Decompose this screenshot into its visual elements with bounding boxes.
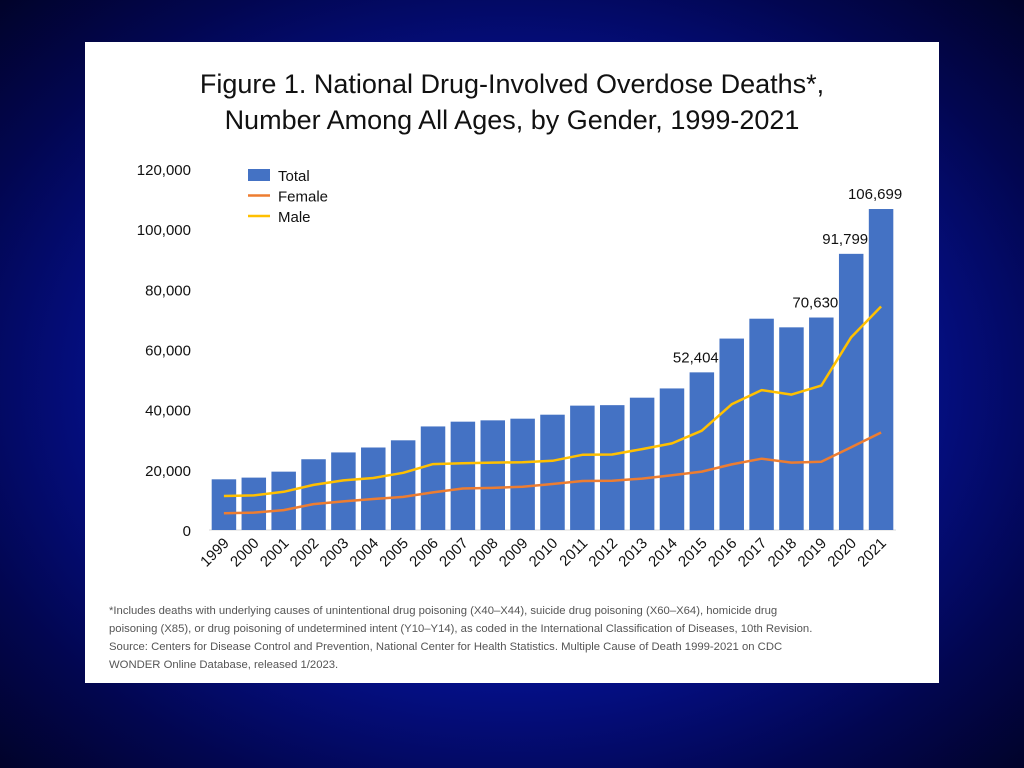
- x-tick-label: 2001: [257, 535, 293, 571]
- data-label-2020: 91,799: [822, 231, 868, 248]
- x-tick-label: 2010: [526, 535, 562, 571]
- x-tick-label: 2020: [824, 535, 860, 571]
- x-tick-label: 2013: [615, 535, 651, 571]
- x-tick-label: 2016: [705, 535, 741, 571]
- x-tick-label: 2006: [406, 535, 442, 571]
- data-label-2021: 106,699: [848, 186, 902, 203]
- footnote-line-4: WONDER Online Database, released 1/2023.: [109, 659, 339, 671]
- bar-total-2017: [749, 318, 774, 530]
- legend-label-total: Total: [278, 168, 310, 185]
- bar-total-2003: [331, 452, 356, 530]
- bar-total-2013: [629, 397, 655, 530]
- x-tick-label: 2000: [227, 535, 263, 571]
- series-line-male: [223, 305, 882, 498]
- x-tick-label: 2011: [556, 535, 591, 570]
- legend-swatch-total: [248, 169, 270, 181]
- bar-total-2018: [779, 327, 804, 530]
- chart-title-line-2: Number Among All Ages, by Gender, 1999-2…: [224, 105, 800, 135]
- x-tick-label: 2014: [645, 535, 681, 571]
- x-tick-label: 2005: [376, 535, 412, 571]
- y-tick-label: 100,000: [137, 222, 191, 239]
- x-tick-label: 2008: [466, 535, 502, 571]
- data-label-2019: 70,630: [792, 295, 838, 312]
- bar-total-2005: [390, 440, 416, 530]
- bar-total-2004: [361, 447, 386, 530]
- bar-total-2008: [480, 420, 506, 530]
- bar-total-2014: [659, 388, 685, 530]
- overdose-deaths-chart: 0 20,000 40,000 60,000 80,000 100,000 120,000 1…: [137, 162, 902, 571]
- legend-label-male: Male: [278, 209, 311, 226]
- bar-total-2001: [271, 471, 296, 530]
- x-tick-label: 2015: [675, 535, 711, 571]
- y-tick-label: 20,000: [145, 463, 191, 480]
- figure-card: Figure 1. National Drug-Involved Overdos…: [85, 42, 939, 683]
- y-tick-label: 120,000: [137, 162, 191, 179]
- bar-total-2020: [838, 253, 864, 530]
- bar-total-2012: [599, 405, 625, 530]
- chart-title-line-1: Figure 1. National Drug-Involved Overdos…: [199, 69, 825, 99]
- x-tick-label: 2007: [436, 535, 472, 571]
- bar-total-2002: [301, 459, 326, 530]
- bar-total-2021: [868, 209, 894, 530]
- series-line-female: [223, 431, 882, 515]
- y-tick-label: 40,000: [145, 403, 191, 420]
- footnote-line-2: poisoning (X85), or drug poisoning of un…: [109, 623, 813, 635]
- bar-total-2016: [719, 338, 744, 530]
- bar-total-2015: [689, 372, 715, 530]
- bar-total-2006: [420, 426, 446, 530]
- bar-total-2000: [241, 477, 267, 530]
- x-tick-label: 1999: [197, 535, 233, 571]
- x-tick-label: 2009: [496, 535, 532, 571]
- x-tick-label: 2004: [346, 535, 382, 571]
- data-label-2015: 52,404: [673, 349, 719, 366]
- bar-total-2010: [540, 414, 565, 530]
- x-tick-label: 2012: [585, 535, 621, 571]
- bar-total-2007: [450, 421, 476, 530]
- footnote-line-1: *Includes deaths with underlying causes …: [109, 605, 778, 617]
- y-tick-label: 0: [183, 523, 191, 540]
- bar-total-2019: [809, 317, 834, 530]
- x-tick-label: 2003: [317, 535, 353, 571]
- x-tick-label: 2019: [795, 535, 831, 571]
- chart-footnote: *Includes deaths with underlying causes …: [109, 602, 924, 674]
- bar-total-2011: [570, 405, 595, 530]
- x-tick-label: 2021: [854, 535, 890, 571]
- y-tick-label: 60,000: [145, 343, 191, 360]
- bar-total-1999: [211, 479, 237, 530]
- bar-total-2009: [510, 418, 535, 530]
- legend-label-female: Female: [278, 189, 328, 206]
- x-tick-label: 2018: [765, 535, 801, 571]
- footnote-line-3: Source: Centers for Disease Control and …: [109, 641, 783, 653]
- y-tick-label: 80,000: [145, 282, 191, 299]
- x-tick-label: 2017: [735, 535, 771, 571]
- chart-title: Figure 1. National Drug-Involved Overdos…: [85, 66, 939, 138]
- x-tick-label: 2002: [287, 535, 323, 571]
